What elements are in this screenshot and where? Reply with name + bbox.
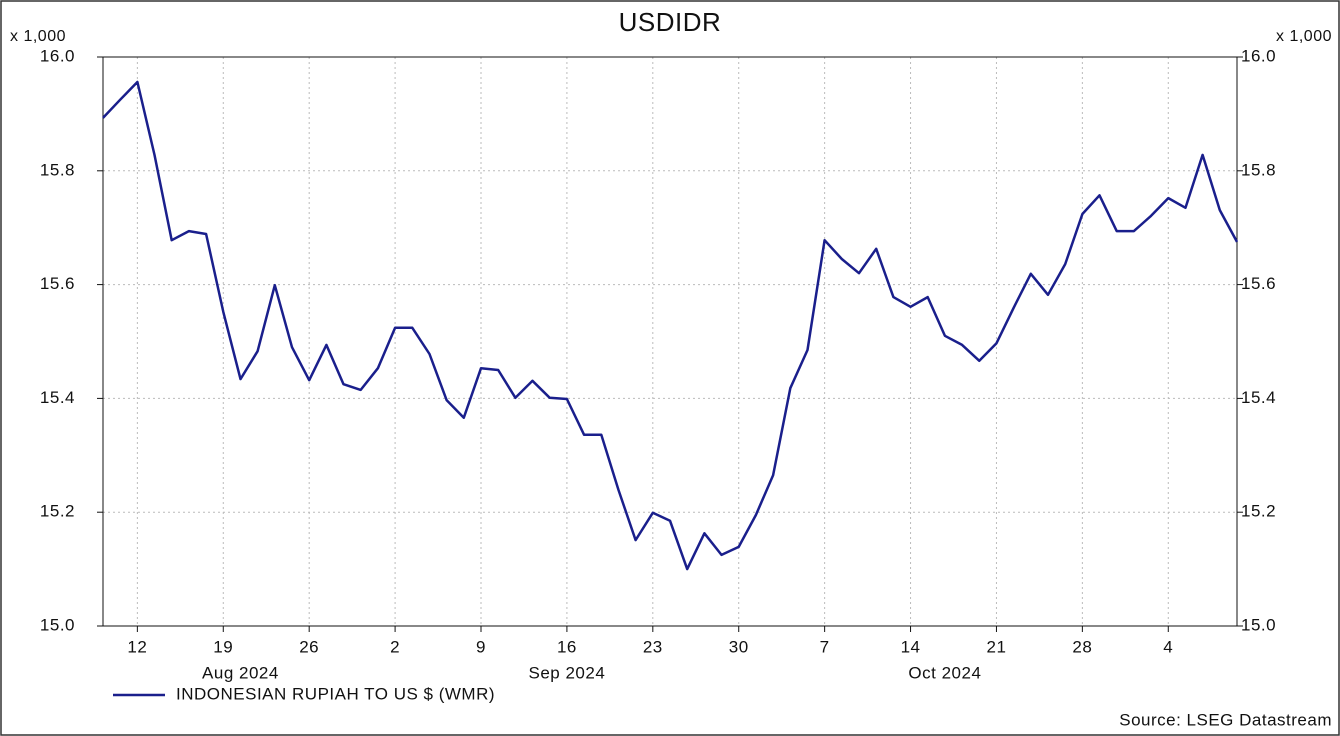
x-tick-label: 2 (390, 637, 400, 656)
y2-tick-label: 15.0 (1241, 615, 1276, 634)
x-tick-label: 14 (901, 637, 921, 656)
chart-title: USDIDR (619, 7, 722, 37)
plot-frame (102, 56, 1238, 627)
y-tick-label: 15.8 (40, 160, 75, 179)
x-tick-label: 19 (213, 637, 233, 656)
y-tick-label: 15.6 (40, 274, 75, 293)
y2-tick-label: 15.8 (1241, 160, 1276, 179)
x-tick-label: 16 (557, 637, 577, 656)
x-tick-label: 21 (986, 637, 1006, 656)
x-tick-label: 26 (299, 637, 319, 656)
x-tick-label: 9 (476, 637, 486, 656)
x-tick-label: 4 (1163, 637, 1173, 656)
x-tick-label: 23 (643, 637, 663, 656)
x-tick-label: 12 (127, 637, 147, 656)
month-label: Sep 2024 (529, 663, 606, 682)
y2-tick-label: 15.4 (1241, 388, 1276, 407)
y-tick-label: 15.0 (40, 615, 75, 634)
y-tick-label: 15.2 (40, 502, 75, 521)
series-line (102, 80, 1239, 571)
month-label: Oct 2024 (908, 663, 981, 682)
source: Source: LSEG Datastream (1119, 710, 1332, 729)
legend-label: INDONESIAN RUPIAH TO US $ (WMR) (176, 684, 495, 703)
y-unit-label: x 1,000 (10, 28, 66, 45)
y2-tick-label: 15.6 (1241, 274, 1276, 293)
y2-unit-label: x 1,000 (1276, 28, 1332, 45)
y-tick-label: 16.0 (40, 46, 75, 65)
x-tick-label: 30 (729, 637, 749, 656)
month-label: Aug 2024 (202, 663, 279, 682)
x-tick-label: 28 (1072, 637, 1092, 656)
x-tick-label: 7 (820, 637, 830, 656)
y2-tick-label: 15.2 (1241, 502, 1276, 521)
y2-tick-label: 16.0 (1241, 46, 1276, 65)
y-tick-label: 15.4 (40, 388, 75, 407)
